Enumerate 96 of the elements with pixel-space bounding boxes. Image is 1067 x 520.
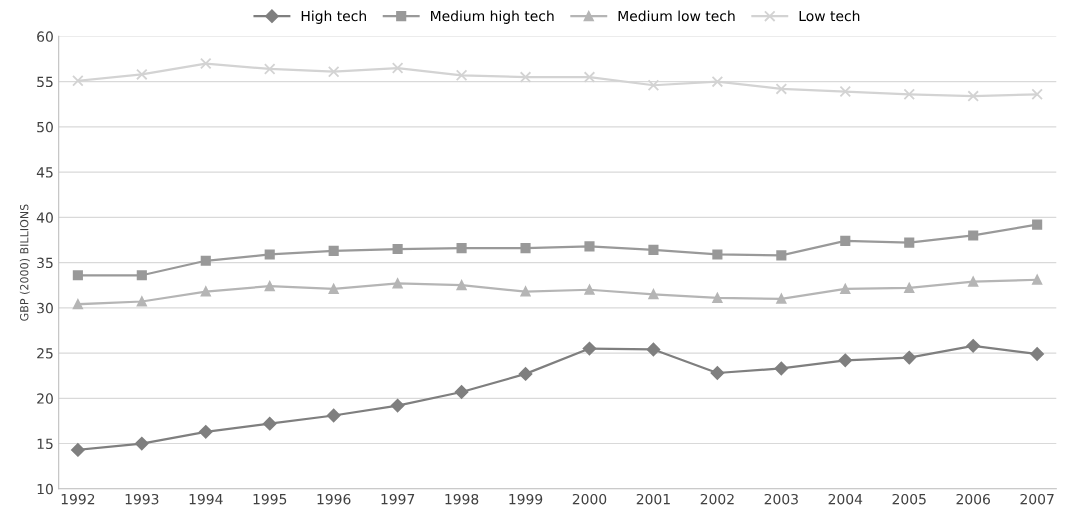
y-tick-label: 20 bbox=[37, 393, 53, 404]
x-tick-label: 2003 bbox=[764, 493, 798, 505]
point bbox=[198, 424, 213, 439]
x-tick-label: 1993 bbox=[125, 493, 159, 505]
point bbox=[72, 299, 83, 310]
y-tick-label: 50 bbox=[37, 121, 53, 133]
point bbox=[583, 71, 596, 83]
point bbox=[838, 353, 853, 368]
point bbox=[968, 230, 979, 241]
point bbox=[327, 65, 340, 78]
point bbox=[776, 250, 787, 261]
y-axis-title: GBP (2000) BILLIONS bbox=[19, 204, 30, 321]
y-tick-label: 10 bbox=[37, 483, 53, 495]
point bbox=[520, 286, 531, 297]
point bbox=[648, 289, 659, 300]
point bbox=[456, 280, 467, 291]
point bbox=[264, 249, 275, 260]
point bbox=[200, 57, 212, 70]
legend-label: Medium low tech bbox=[618, 10, 735, 22]
y-tick-label: 15 bbox=[37, 438, 53, 450]
point bbox=[712, 292, 723, 303]
point bbox=[1032, 219, 1043, 230]
point bbox=[904, 282, 915, 294]
point bbox=[456, 243, 467, 254]
point bbox=[264, 281, 275, 292]
point bbox=[455, 69, 468, 82]
point bbox=[904, 237, 915, 248]
y-tick-label: 30 bbox=[37, 302, 53, 314]
point bbox=[776, 293, 787, 304]
x-tick-label: 2007 bbox=[1020, 493, 1054, 505]
point bbox=[392, 243, 403, 255]
point bbox=[454, 385, 469, 399]
y-tick-label: 60 bbox=[37, 31, 53, 42]
point bbox=[648, 244, 659, 256]
x-tick-label: 1998 bbox=[445, 493, 479, 505]
point bbox=[774, 361, 789, 376]
point bbox=[72, 270, 83, 281]
point bbox=[200, 255, 211, 266]
point bbox=[712, 249, 723, 260]
point bbox=[967, 90, 979, 102]
point bbox=[646, 342, 661, 357]
x-tick-label: 2002 bbox=[700, 493, 734, 505]
x-tick-label: 1994 bbox=[189, 493, 223, 505]
point bbox=[582, 341, 597, 356]
point bbox=[392, 278, 403, 289]
legend-label: Medium high tech bbox=[431, 10, 554, 24]
point bbox=[135, 436, 149, 451]
y-tick-label: 45 bbox=[36, 167, 53, 178]
point bbox=[584, 241, 595, 252]
point bbox=[840, 235, 851, 246]
point bbox=[710, 366, 725, 380]
x-tick-label: 1996 bbox=[317, 493, 351, 505]
point bbox=[326, 408, 341, 423]
point bbox=[1032, 274, 1043, 285]
x-tick-label: 1997 bbox=[381, 493, 415, 505]
y-tick-label: 35 bbox=[37, 257, 53, 269]
point bbox=[903, 88, 916, 101]
point bbox=[390, 398, 405, 413]
point bbox=[968, 276, 979, 287]
y-tick-label: 25 bbox=[37, 348, 53, 359]
x-tick-label: 2006 bbox=[956, 493, 990, 505]
point bbox=[71, 443, 85, 457]
point bbox=[136, 296, 147, 307]
point bbox=[902, 350, 917, 365]
point bbox=[200, 286, 211, 297]
point bbox=[584, 284, 595, 295]
point bbox=[520, 243, 531, 254]
point bbox=[328, 245, 339, 256]
y-tick-label: 40 bbox=[36, 212, 53, 223]
point bbox=[391, 62, 404, 74]
x-tick-label: 2001 bbox=[636, 493, 670, 505]
point bbox=[775, 83, 788, 95]
point bbox=[840, 283, 851, 294]
x-tick-label: 2000 bbox=[572, 493, 607, 505]
point bbox=[136, 270, 147, 281]
point bbox=[839, 85, 852, 98]
point bbox=[518, 367, 533, 381]
x-tick-label: 1992 bbox=[61, 493, 95, 505]
point bbox=[966, 339, 980, 353]
legend-label: High tech bbox=[301, 10, 366, 24]
point bbox=[72, 74, 84, 87]
x-tick-label: 2005 bbox=[892, 493, 926, 505]
x-tick-label: 1999 bbox=[509, 493, 543, 505]
x-tick-label: 2004 bbox=[828, 493, 863, 505]
point bbox=[1031, 88, 1043, 101]
point bbox=[136, 68, 148, 81]
point bbox=[1030, 347, 1044, 361]
legend-label: Low tech bbox=[799, 10, 860, 22]
point bbox=[711, 75, 724, 88]
point bbox=[647, 79, 660, 92]
point bbox=[263, 63, 276, 75]
y-tick-label: 55 bbox=[37, 76, 53, 88]
point bbox=[262, 416, 277, 431]
x-tick-label: 1995 bbox=[253, 493, 287, 505]
point bbox=[519, 71, 532, 83]
point bbox=[328, 283, 339, 294]
